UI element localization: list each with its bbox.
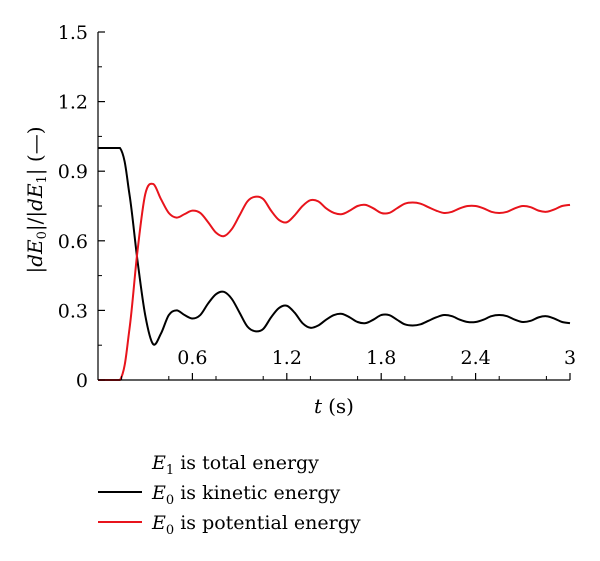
legend-entry-kinetic: E0 is kinetic energy	[151, 482, 340, 508]
y-tick-label: 0.6	[58, 231, 88, 253]
y-tick-label: 0	[76, 370, 88, 392]
x-tick-label: 1.2	[272, 347, 302, 369]
x-tick-label: 0.6	[177, 347, 207, 369]
x-tick-label: 2.4	[460, 347, 490, 369]
legend-entry-sub: 0	[166, 493, 174, 508]
y-axis-title-part: |	[23, 267, 48, 274]
y-tick-label: 1.2	[58, 92, 88, 114]
legend-entry-text: is kinetic energy	[174, 482, 340, 504]
y-axis-title-part: |/|	[23, 211, 48, 231]
legend-header: E1 is total energy	[151, 452, 319, 478]
y-axis-title-part: dE	[23, 239, 47, 267]
series-line-1	[98, 182, 571, 381]
y-axis-title-part: 0	[35, 231, 50, 239]
axes-layer	[97, 32, 570, 381]
legend-entry-symbol: E	[151, 482, 166, 504]
series-line-0	[98, 147, 571, 346]
y-tick-label: 0.3	[58, 300, 88, 322]
y-axis-title-part: | (—)	[23, 126, 48, 175]
y-axis-title-part: dE	[23, 183, 47, 211]
legend: E1 is total energy E0 is kinetic energy …	[98, 452, 361, 538]
x-tick-label: 3	[564, 347, 576, 369]
legend-entry-symbol: E	[151, 512, 166, 534]
ticks-layer: 0 0.3 0.6 0.9 1.2 1.5 0.6 1.2 1.8 2.4 3	[58, 22, 576, 392]
legend-header-sub: 1	[166, 463, 174, 478]
y-tick-label: 1.5	[58, 22, 88, 44]
y-axis-title-part: 1	[35, 175, 50, 183]
legend-entry-text: is potential energy	[174, 512, 361, 534]
x-axis-var: t	[314, 394, 323, 418]
x-axis-title: t (s)	[314, 394, 354, 418]
x-tick-label: 1.8	[366, 347, 396, 369]
legend-header-symbol: E	[151, 452, 166, 474]
x-axis-unit: (s)	[328, 394, 354, 418]
legend-entry-sub: 0	[166, 523, 174, 538]
y-tick-label: 0.9	[58, 161, 88, 183]
legend-header-text: is total energy	[174, 452, 319, 474]
y-axis-title: |dE0|/|dE1| (—)	[23, 126, 50, 273]
series-layer	[98, 147, 571, 381]
legend-entry-potential: E0 is potential energy	[151, 512, 361, 538]
